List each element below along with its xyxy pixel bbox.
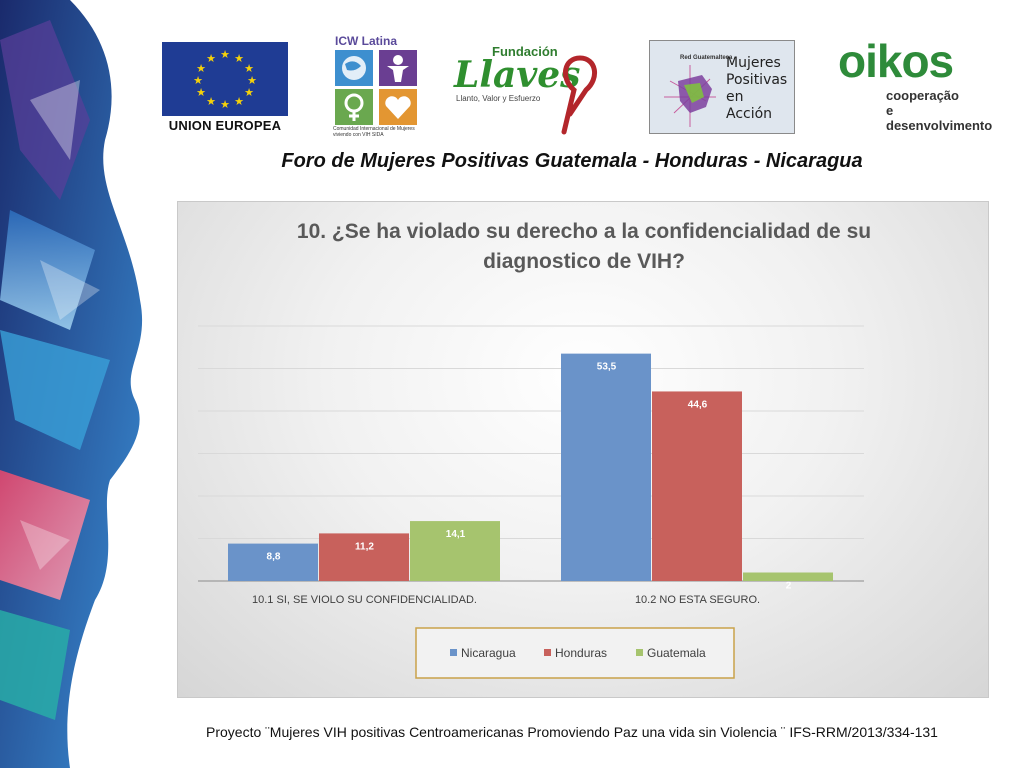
bar-nicaragua-2 <box>561 353 651 581</box>
chart-title-line-2: diagnostico de VIH? <box>483 250 685 273</box>
data-label-guatemala-2: 2 <box>786 581 792 592</box>
legend-label-nicaragua: Nicaragua <box>461 646 516 660</box>
svg-text:★: ★ <box>196 86 206 99</box>
data-label-nicaragua-1: 8,8 <box>267 552 281 563</box>
bar-honduras-1 <box>319 533 409 581</box>
eu-flag: ★ ★ ★ ★ ★ ★ ★ ★ ★ ★ ★ ★ <box>162 42 288 116</box>
svg-text:★: ★ <box>244 86 254 99</box>
legend-label-guatemala: Guatemala <box>647 646 706 660</box>
oikos-logo-line1: cooperação <box>886 88 959 103</box>
bar-nicaragua-1 <box>228 543 318 581</box>
person-icon <box>379 50 417 86</box>
legend-swatch-honduras <box>544 649 551 656</box>
svg-text:★: ★ <box>247 74 257 87</box>
category-label-2: 10.2 NO ESTA SEGURO. <box>635 594 760 606</box>
oikos-logo-name: oikos <box>838 35 954 87</box>
mujeres-positivas-logo: Red Guatemalteca Mujeres Positivas en Ac… <box>649 40 795 134</box>
legend-swatch-nicaragua <box>450 649 457 656</box>
heart-icon <box>379 89 417 125</box>
chart-panel: 10. ¿Se ha violado su derecho a la confi… <box>177 201 989 698</box>
chart-legend-box <box>415 627 735 679</box>
oikos-logo-subtitle: cooperação e desenvolvimento <box>886 88 992 133</box>
decorative-face-silhouette <box>0 0 143 768</box>
icw-logo-caption: Comunidad Internacional de Mujeres vivie… <box>333 126 415 138</box>
legend-label-honduras: Honduras <box>555 646 607 660</box>
llaves-logo-name: Llaves <box>454 54 581 96</box>
red-ribbon-icon <box>561 55 597 135</box>
data-label-nicaragua-2: 53,5 <box>597 362 617 373</box>
category-label-1: 10.1 SI, SE VIOLO SU CONFIDENCIALIDAD. <box>252 594 477 606</box>
svg-text:★: ★ <box>196 62 206 75</box>
mujeres-logo-name: Mujeres Positivas en Acción <box>726 55 788 122</box>
svg-text:★: ★ <box>234 52 244 65</box>
forum-title: Foro de Mujeres Positivas Guatemala - Ho… <box>281 150 863 172</box>
svg-text:★: ★ <box>220 98 230 111</box>
svg-text:★: ★ <box>206 52 216 65</box>
mujeres-logo-network: Red Guatemalteca <box>680 55 733 61</box>
svg-text:★: ★ <box>193 74 203 87</box>
data-label-honduras-1: 11,2 <box>355 541 374 552</box>
svg-text:★: ★ <box>220 48 230 61</box>
data-label-honduras-2: 44,6 <box>688 399 708 410</box>
eu-stars-icon: ★ ★★ ★★★ ★★★ ★★★ <box>193 48 257 111</box>
oikos-logo: oikos cooperação e desenvolvimento <box>838 35 992 133</box>
bar-honduras-2 <box>652 391 742 581</box>
globe-icon <box>335 50 373 86</box>
icw-logo-title: ICW Latina <box>335 34 397 48</box>
icw-latina-logo: ICW Latina Comunidad Internacional de Mu… <box>333 34 425 144</box>
data-label-guatemala-1: 14,1 <box>446 529 466 540</box>
eu-logo-label: UNION EUROPEA <box>168 118 282 133</box>
bar-guatemala-2 <box>743 572 833 581</box>
svg-text:★: ★ <box>206 95 216 108</box>
llaves-logo-tagline: Llanto, Valor y Esfuerzo <box>456 94 541 103</box>
fundacion-llaves-logo: Fundación Llaves Llanto, Valor y Esfuerz… <box>452 44 612 136</box>
llaves-logo-org: Fundación <box>492 44 558 59</box>
guatemala-map-icon <box>664 65 716 127</box>
footer-project-text: Proyecto ¨Mujeres VIH positivas Centroam… <box>206 724 938 740</box>
svg-text:★: ★ <box>244 62 254 75</box>
female-symbol-icon <box>335 89 373 125</box>
svg-text:★: ★ <box>234 95 244 108</box>
eu-logo: ★ ★ ★ ★ ★ ★ ★ ★ ★ ★ ★ ★ UNION EUROPEA <box>162 42 288 134</box>
bar-chart: 10. ¿Se ha violado su derecho a la confi… <box>198 220 871 679</box>
chart-title-line-1: 10. ¿Se ha violado su derecho a la confi… <box>297 220 871 243</box>
oikos-logo-line2: e desenvolvimento <box>886 103 993 133</box>
bar-guatemala-1 <box>410 521 500 581</box>
legend-swatch-guatemala <box>636 649 643 656</box>
